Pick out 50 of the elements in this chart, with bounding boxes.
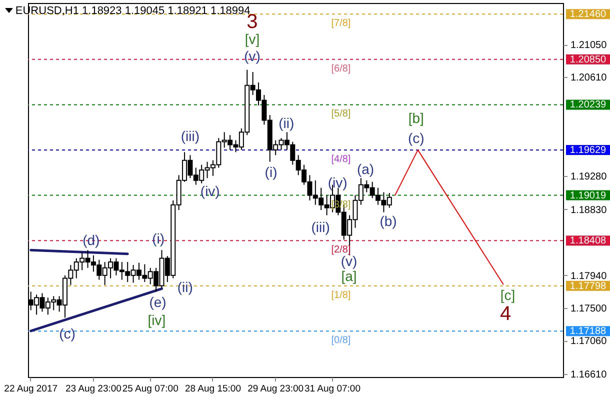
- annotation: 4: [500, 303, 512, 325]
- ref-line-label: 1.20239: [570, 100, 607, 111]
- annotation: (ii): [278, 115, 294, 131]
- annotation: (c): [408, 130, 424, 146]
- x-tick-label: 25 Aug 07:00: [122, 384, 178, 394]
- ref-line-label: 1.19019: [570, 190, 607, 202]
- x-tick-label: 23 Aug 23:00: [65, 384, 122, 394]
- x-tick-label: 31 Aug 07:00: [304, 384, 360, 394]
- y-tick-label: 1.21050: [570, 40, 608, 52]
- annotation: (b): [380, 213, 397, 229]
- annotation: [0/8]: [331, 335, 351, 346]
- ref-line-label: 1.17188: [570, 326, 607, 338]
- y-tick-label: 1.18830: [570, 204, 608, 216]
- y-tick-label: 1.20610: [570, 72, 608, 84]
- y-tick-label: 1.17500: [570, 303, 608, 314]
- annotation: (i): [264, 164, 278, 180]
- x-tick-label: 28 Aug 15:00: [184, 384, 241, 394]
- annotation: [7/8]: [331, 18, 351, 30]
- annotation: (ii): [177, 278, 193, 295]
- ref-line-label: 1.17798: [570, 280, 607, 292]
- annotation: [c]: [500, 287, 516, 303]
- annotation: [4/8]: [331, 154, 351, 166]
- ref-line-label: 1.21460: [570, 9, 607, 20]
- annotation: [6/8]: [331, 63, 351, 74]
- annotation: (v): [244, 48, 260, 64]
- x-tick-label: 22 Aug 2017: [4, 384, 58, 394]
- annotation: (v): [340, 253, 358, 269]
- annotation: (iv): [200, 183, 220, 200]
- y-tick-label: 1.19280: [570, 171, 608, 182]
- ref-line-label: 1.19629: [570, 145, 607, 156]
- ref-line-label: 1.20850: [570, 54, 607, 66]
- y-tick-label: 1.17940: [570, 270, 608, 282]
- annotation: [b]: [408, 110, 424, 126]
- y-tick-label: 1.17060: [570, 336, 608, 348]
- annotation: (a): [356, 161, 374, 177]
- ref-line-label: 1.18408: [570, 236, 607, 247]
- annotation: [v]: [244, 31, 260, 47]
- annotation: [iv]: [148, 312, 166, 328]
- annotation: [1/8]: [331, 290, 351, 301]
- annotation: (i): [152, 230, 165, 247]
- annotation: (e): [149, 294, 166, 310]
- annotation: (c): [59, 326, 76, 342]
- annotation: [5/8]: [331, 108, 351, 120]
- annotation: (iii): [180, 128, 200, 144]
- annotation: (d): [82, 232, 100, 248]
- annotation: [a]: [341, 268, 357, 284]
- y-tick-label: 1.16610: [570, 370, 608, 381]
- x-tick-label: 29 Aug 23:00: [248, 384, 304, 394]
- annotation: (iii): [311, 219, 330, 235]
- annotation: (iv): [328, 174, 348, 190]
